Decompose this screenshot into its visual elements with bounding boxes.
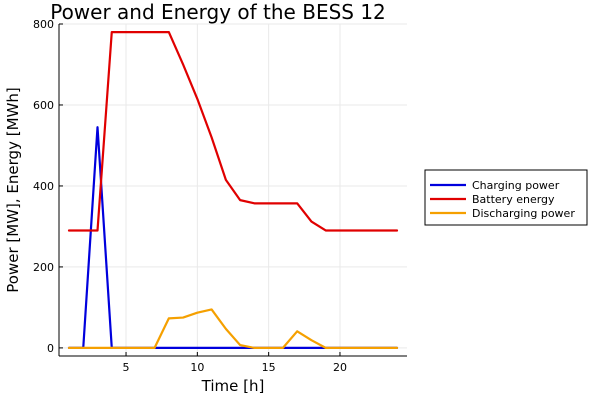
series-layer [67, 30, 399, 349]
axes [58, 24, 407, 357]
y-tick-label: 0 [47, 342, 54, 355]
y-axis-label: Power [MW], Energy [MWh] [4, 87, 22, 292]
legend-label-discharging-power: Discharging power [472, 207, 575, 220]
series-line-battery-energy [67, 30, 399, 232]
series-line-charging-power [67, 126, 399, 349]
legend-box [424, 169, 588, 226]
series-line-discharging-power [67, 308, 399, 349]
x-tick-label: 5 [123, 361, 130, 374]
y-tick-label: 800 [33, 18, 54, 31]
chart-title: Power and Energy of the BESS 12 [50, 0, 386, 24]
x-tick-label: 15 [262, 361, 276, 374]
y-tick-label: 400 [33, 180, 54, 193]
y-tick-label: 600 [33, 99, 54, 112]
legend-label-charging-power: Charging power [472, 179, 560, 192]
x-axis-label: Time [h] [201, 377, 265, 395]
x-tick-label: 20 [333, 361, 347, 374]
legend-label-battery-energy: Battery energy [472, 193, 555, 206]
y-tick-label: 200 [33, 261, 54, 274]
x-tick-label: 10 [190, 361, 204, 374]
